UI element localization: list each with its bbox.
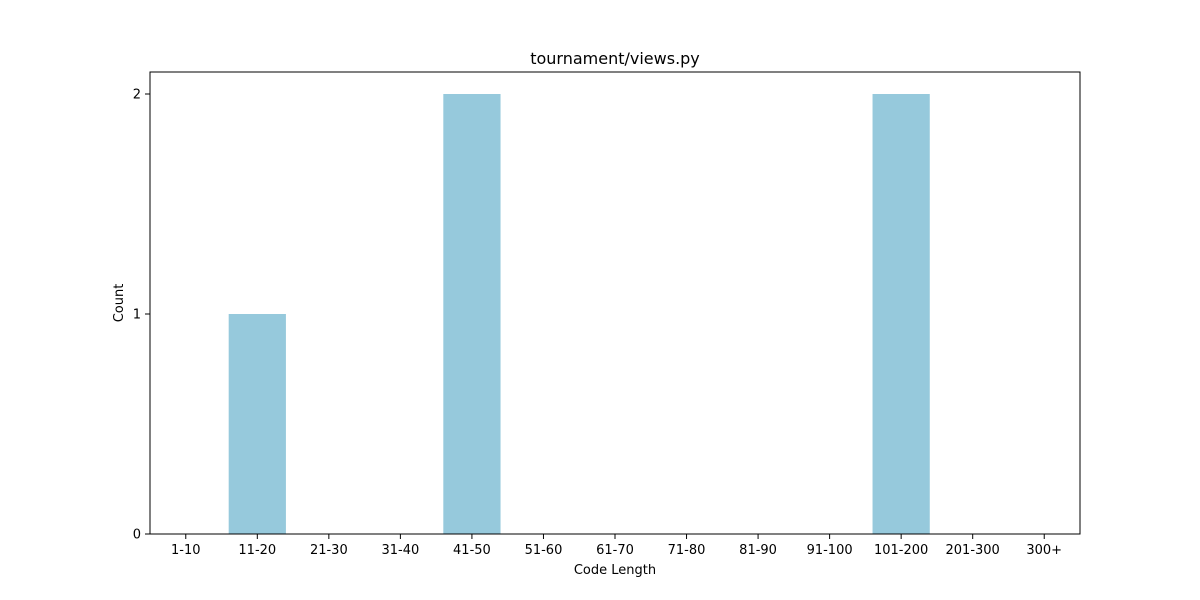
x-axis-ticks: 1-10 11-20 21-30 31-40 41-50 51-60 61-70 71-80 8… [171,534,1062,558]
chart-title: tournament/views.py [530,49,700,68]
x-tick-label: 31-40 [381,543,419,558]
y-axis-ticks: 0 1 2 [133,88,150,543]
x-tick-label: 300+ [1026,543,1062,558]
bar-11-20 [228,314,286,534]
y-tick-label: 0 [133,528,141,543]
x-tick-label: 51-60 [525,543,563,558]
x-tick-label: 101-200 [874,543,928,558]
x-tick-label: 61-70 [596,543,634,558]
bar-41-50 [443,94,501,534]
x-tick-label: 41-50 [453,543,491,558]
x-tick-label: 91-100 [807,543,853,558]
x-tick-label: 1-10 [171,543,201,558]
y-tick-label: 1 [133,308,141,323]
y-axis-label: Count [112,284,127,323]
bar-101-200 [872,94,930,534]
x-tick-label: 201-300 [946,543,1000,558]
x-tick-label: 21-30 [310,543,348,558]
x-tick-label: 81-90 [739,543,777,558]
x-tick-label: 11-20 [238,543,276,558]
y-tick-label: 2 [133,88,141,103]
bars-group [228,94,930,534]
x-tick-label: 71-80 [668,543,706,558]
x-axis-label: Code Length [574,563,656,578]
